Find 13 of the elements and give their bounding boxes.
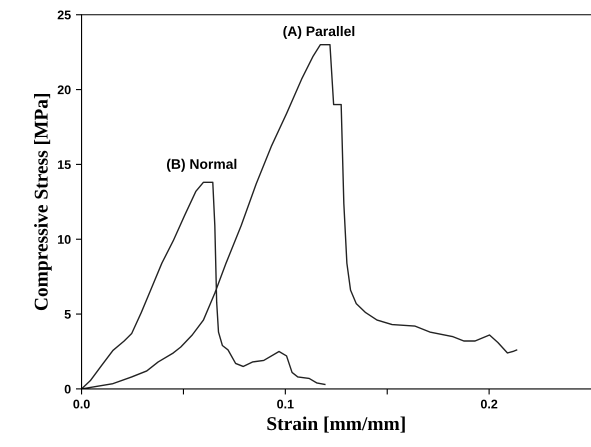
y-tick-label: 25 bbox=[58, 10, 71, 20]
y-tick-label: 10 bbox=[58, 235, 71, 244]
annotation: (A) Parallel bbox=[283, 26, 354, 39]
y-tick-label: 15 bbox=[58, 160, 71, 170]
x-tick-label: 0.2 bbox=[480, 400, 498, 408]
y-tick-label: 0 bbox=[64, 384, 71, 394]
x-axis-title: Strain [mm/mm] bbox=[267, 416, 405, 433]
x-tick-label: 0.0 bbox=[73, 400, 90, 408]
x-tick-label: 0.1 bbox=[277, 400, 294, 408]
annotation: (B) Normal bbox=[166, 158, 236, 172]
y-axis-title: Compressive Stress [MPa] bbox=[34, 94, 52, 310]
y-tick-label: 20 bbox=[58, 85, 71, 94]
y-tick-label: 5 bbox=[64, 310, 71, 319]
